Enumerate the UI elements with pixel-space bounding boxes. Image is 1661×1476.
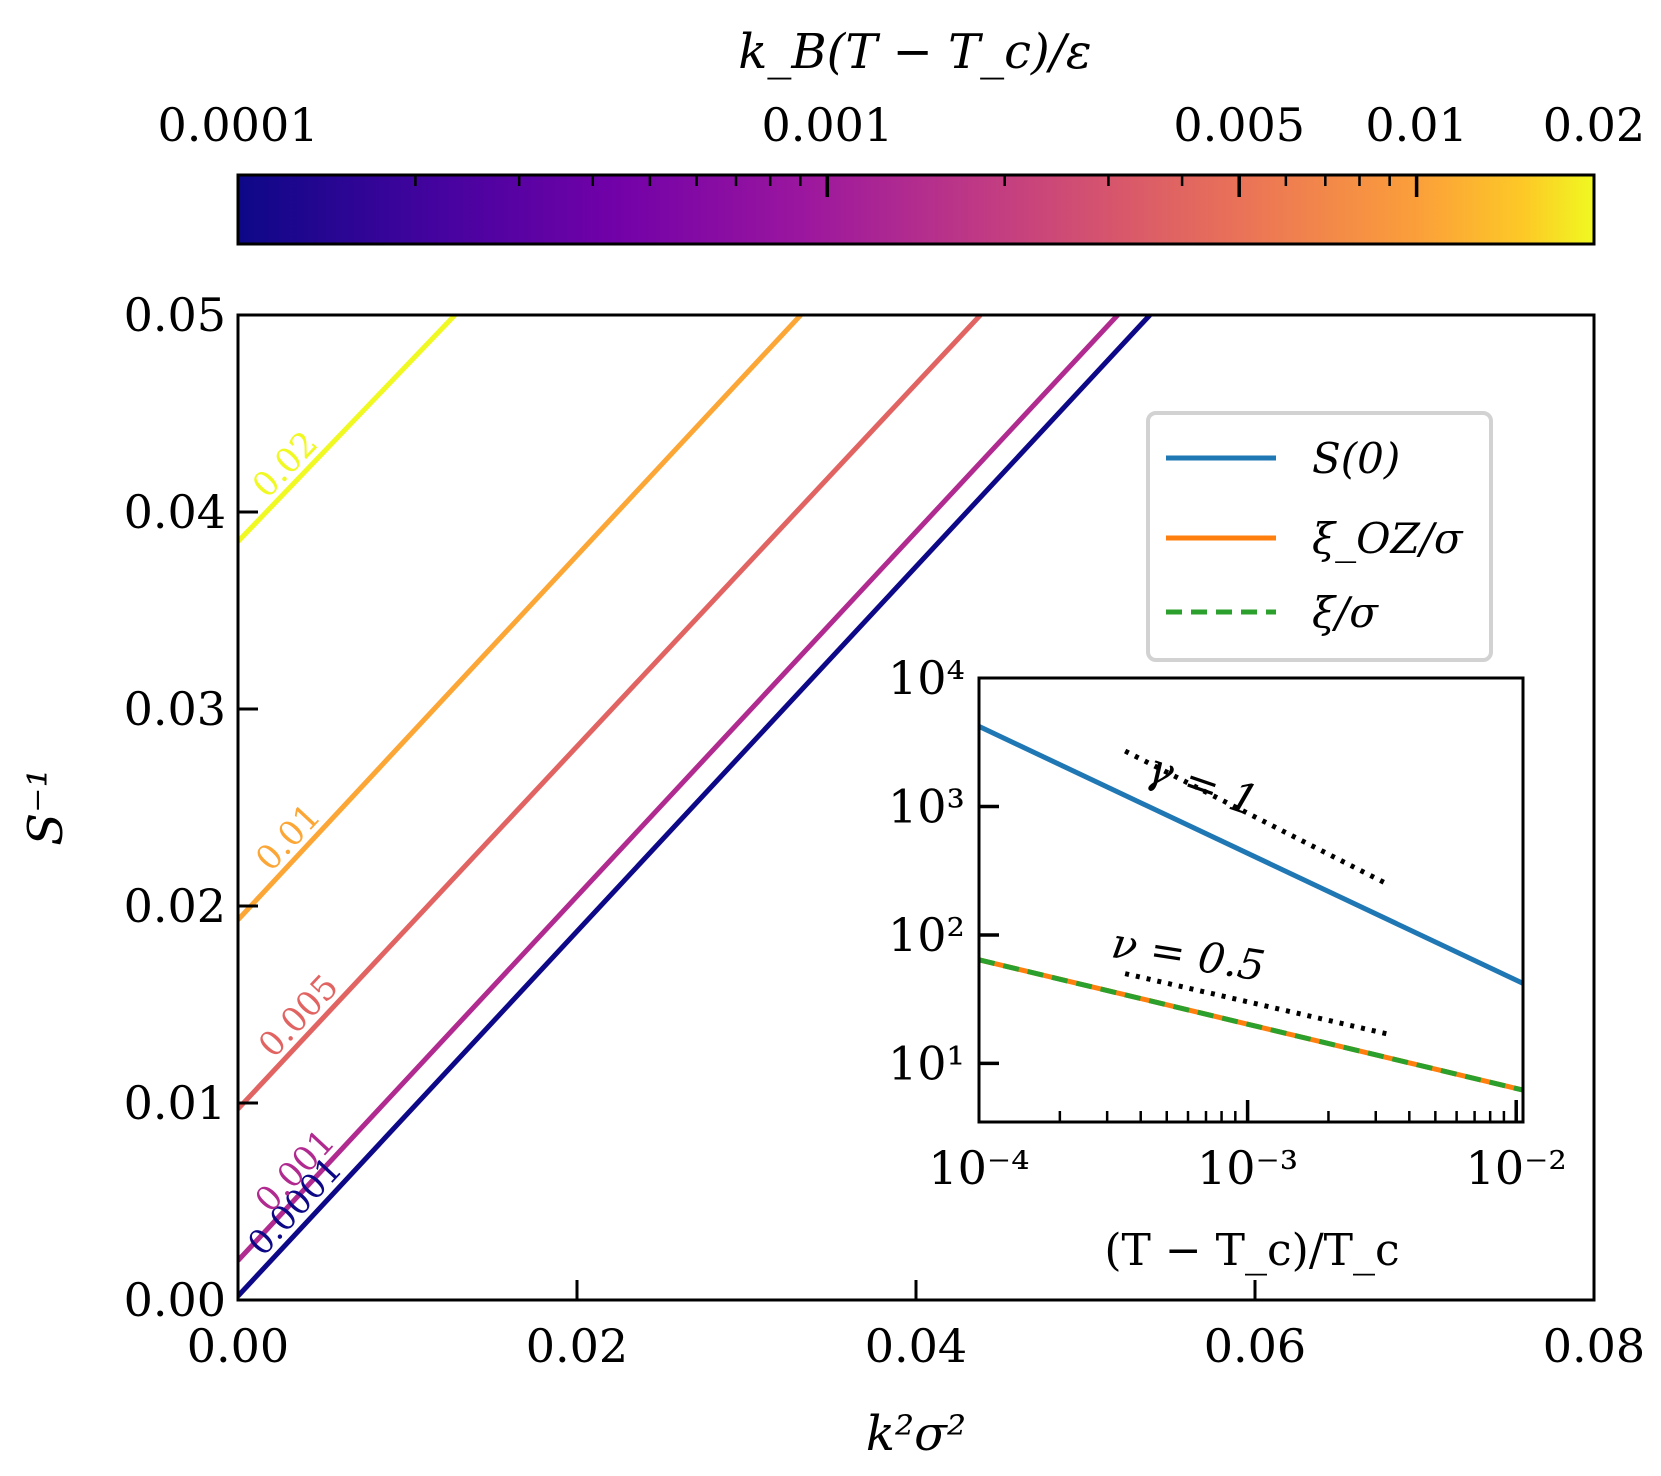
inset-y-tick-label-10: 10³	[888, 779, 965, 833]
y-tick-label-0-04: 0.04	[124, 485, 226, 539]
colorbar-ticks: 0.0001 0.001 0.005 0.01 0.02	[158, 98, 1645, 197]
x-axis-label: k²σ²	[866, 1406, 966, 1462]
series-line-0-0001	[238, 315, 1152, 1298]
series-line-0-01	[238, 315, 803, 922]
y-axis-label: S⁻¹	[18, 768, 74, 845]
series-line-0-02	[238, 315, 457, 544]
inset-x-tick-label-10: 10⁻⁴	[928, 1141, 1029, 1195]
y-tick-label-0-01: 0.01	[124, 1076, 226, 1130]
inset-series-	[979, 957, 1523, 1093]
colorbar-tick-label-0-02: 0.02	[1543, 98, 1645, 152]
colorbar-tick-label-0-001: 0.001	[761, 98, 893, 152]
inset-frame	[977, 676, 1525, 1124]
colorbar-tick-label-0-005: 0.005	[1173, 98, 1305, 152]
inset-y-tick-label-10: 10⁴	[888, 651, 965, 705]
series-line-0-001	[238, 315, 1120, 1263]
colorbar-gradient	[236, 173, 1596, 246]
slope-guide-0	[1124, 748, 1389, 887]
colorbar-tick-label-0-0001: 0.0001	[158, 98, 319, 152]
legend: S(0) ξ_OZ/σ ξ/σ	[1146, 411, 1493, 662]
x-tick-label-0-04: 0.04	[865, 1319, 967, 1373]
legend-box	[1146, 411, 1493, 662]
inset-y-tick-label-10: 10¹	[888, 1036, 965, 1090]
y-tick-label-0-05: 0.05	[124, 288, 226, 342]
colorbar-label: k_B(T − T_c)/ε	[738, 24, 1091, 80]
main-series	[238, 315, 1152, 1298]
slope-guide-1	[1124, 971, 1388, 1037]
inset-axis-ticks: 10⁻⁴ 10⁻³ 10⁻² 10¹ 10² 10³ 10⁴	[888, 651, 1567, 1195]
y-tick-label-0-02: 0.02	[124, 879, 226, 933]
series-label-0-005: 0.005	[251, 967, 347, 1065]
legend-label-s0: S(0)	[1312, 434, 1400, 483]
y-tick-label-0-03: 0.03	[124, 682, 226, 736]
inset-y-tick-label-10: 10²	[888, 908, 965, 962]
legend-label-xi-oz: ξ_OZ/σ	[1312, 514, 1464, 563]
inset-x-axis-label: (T − T_c)/T_c	[1104, 1225, 1399, 1276]
x-tick-label-0-08: 0.08	[1543, 1319, 1645, 1373]
x-tick-label-0-00: 0.00	[187, 1319, 289, 1373]
series-line-0-005	[238, 315, 983, 1111]
colorbar-tick-label-0-01: 0.01	[1365, 98, 1467, 152]
inset-x-tick-label-10: 10⁻³	[1197, 1141, 1298, 1195]
inset-series	[979, 724, 1523, 1093]
x-tick-label-0-06: 0.06	[1204, 1319, 1306, 1373]
inset-slope-guides	[1124, 748, 1389, 1037]
legend-label-xi: ξ/σ	[1312, 588, 1379, 637]
inset-series-s-0	[979, 724, 1523, 986]
colorbar: k_B(T − T_c)/ε 0.0001 0.001 0.005 0.01 0.02	[158, 24, 1645, 246]
x-tick-label-0-02: 0.02	[526, 1319, 628, 1373]
inset-background	[979, 678, 1523, 1122]
main-axis-ticks: 0.00 0.02 0.04 0.06 0.08 0.00 0.01 0.02 0.03 0.04…	[124, 288, 1646, 1373]
y-tick-label-0-00: 0.00	[124, 1273, 226, 1327]
inset-x-tick-label-10: 10⁻²	[1466, 1141, 1567, 1195]
